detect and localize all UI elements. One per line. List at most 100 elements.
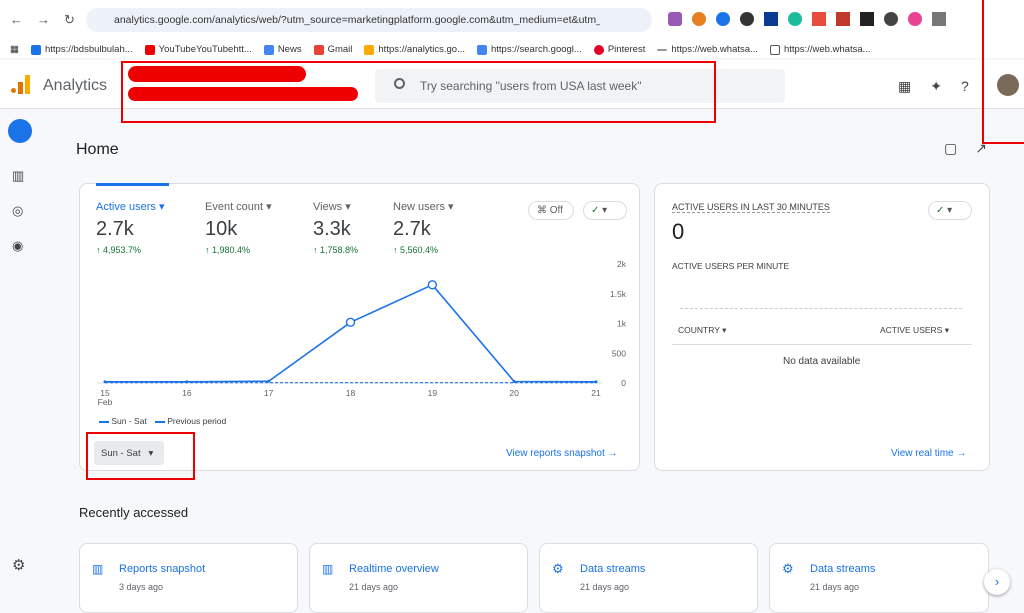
nav-buttons[interactable]: ←→↻	[10, 12, 89, 27]
change-text: 5,560.4%	[400, 245, 439, 255]
y-tick-label: 1.5k	[610, 289, 627, 299]
bookmark[interactable]: https://web.whatsa...	[769, 41, 871, 58]
annotation-box	[982, 0, 1024, 144]
legend-item: Sun - Sat	[99, 416, 147, 426]
bookmark[interactable]: https://search.googl...	[477, 41, 582, 58]
search-box[interactable]	[375, 69, 785, 103]
item-name: Data streams	[580, 563, 646, 575]
metric-tab[interactable]: Event count ▾ 10k ↑ 1,980.4%	[205, 200, 272, 255]
overview-card	[79, 183, 640, 471]
metric-label: Event count ▾	[205, 201, 272, 213]
bookmark-label: https://web.whatsa...	[783, 44, 871, 55]
item-time: 21 days ago	[810, 582, 860, 592]
search-placeholder[interactable]: Try searching "users from USA last week"	[420, 79, 642, 93]
x-tick-label: 21	[591, 388, 601, 398]
section-title: Recently accessed	[79, 505, 189, 520]
page-actions[interactable]: ▢↗	[944, 140, 1005, 156]
bookmark[interactable]: https://analytics.go...	[364, 41, 465, 58]
data-point	[512, 380, 516, 384]
status-dropdown[interactable]: ✓ ▾	[583, 201, 627, 220]
column-header[interactable]: COUNTRY ▾	[678, 325, 727, 335]
legend: Sun - Sat Previous period	[99, 416, 226, 426]
metric-label: Views ▾	[313, 201, 351, 213]
apps[interactable]: ▦	[10, 44, 19, 55]
metric-tab[interactable]: Active users ▾ 2.7k ↑ 4,953.7%	[96, 200, 165, 255]
realtime-value: 0	[672, 219, 685, 244]
realtime-title: ACTIVE USERS IN LAST 30 MINUTES	[672, 202, 830, 213]
data-point	[267, 379, 271, 383]
bookmark-label: https://analytics.go...	[378, 44, 465, 55]
y-tick-label: 500	[612, 348, 626, 358]
metric-tab[interactable]: New users ▾ 2.7k ↑ 5,560.4%	[393, 200, 454, 255]
tab-indicator	[96, 183, 169, 186]
avatar[interactable]	[997, 74, 1019, 96]
data-point	[345, 317, 356, 328]
realtime-link[interactable]: View real time →	[891, 448, 967, 459]
redaction	[128, 87, 358, 101]
nav-icons[interactable]: ▥ ◎ ◉	[12, 168, 25, 253]
bookmark-label: News	[277, 44, 302, 55]
bookmark-label: https://search.googl...	[491, 44, 582, 55]
bookmark-label: Pinterest	[607, 44, 646, 55]
metric-label-text: Views	[313, 201, 343, 213]
metric-label-text: Event count	[205, 201, 264, 213]
date-range-button[interactable]: Sun - Sat ▾	[94, 441, 164, 465]
header-icons[interactable]: ▦✦?	[898, 78, 988, 94]
logo	[11, 75, 31, 95]
recent-card[interactable]: ⚙ Data streams 21 days ago	[769, 543, 989, 613]
metric-tab[interactable]: Views ▾ 3.3k ↑ 1,758.8%	[313, 200, 358, 255]
y-tick-label: 1k	[617, 319, 627, 329]
annotation-box	[86, 432, 195, 480]
realtime-card	[654, 183, 990, 471]
change-text: 4,953.7%	[103, 245, 142, 255]
metric-change: ↑ 5,560.4%	[393, 245, 439, 255]
metric-value: 2.7k	[393, 218, 431, 240]
legend-item: Previous period	[154, 416, 226, 426]
y-tick-label: 2k	[617, 259, 627, 269]
metric-label: Active users ▾	[96, 201, 165, 213]
snapshot-link[interactable]: View reports snapshot →	[506, 448, 618, 459]
divider	[672, 344, 972, 345]
icon: ▥	[92, 562, 104, 576]
nav-home[interactable]	[8, 119, 32, 143]
metric-label-text: New users	[393, 201, 445, 213]
data-point	[103, 380, 107, 384]
recent-card[interactable]: ⚙ Data streams 21 days ago	[539, 543, 758, 613]
bookmark[interactable]: https://web.whatsa...	[657, 41, 758, 58]
address-bar[interactable]	[86, 8, 652, 32]
bookmark[interactable]: YouTubeYouTubehtt...	[144, 41, 252, 58]
page-title: Home	[76, 141, 119, 158]
recent-card[interactable]: ▥ Reports snapshot 3 days ago	[79, 543, 298, 613]
bookmark[interactable]: https://bdsbulbulah...	[30, 41, 133, 58]
date-range-text: Sun - Sat	[101, 448, 141, 459]
bookmark[interactable]: News	[263, 41, 302, 58]
settings[interactable]: ⚙	[12, 557, 26, 574]
toggle-text: Off	[549, 205, 563, 216]
icon: ▥	[322, 562, 334, 576]
x-tick-label: 16	[182, 388, 192, 398]
x-tick-label: 17	[264, 388, 274, 398]
x-period-label: Feb	[98, 397, 113, 407]
realtime-status[interactable]: ✓ ▾	[928, 201, 972, 220]
annotation-box	[121, 61, 716, 123]
item-time: 21 days ago	[349, 582, 399, 592]
x-tick-label: 19	[428, 388, 438, 398]
metric-value: 10k	[205, 218, 238, 240]
comparison-toggle[interactable]: ⌘ Off	[528, 201, 574, 220]
column-header[interactable]: ACTIVE USERS ▾	[880, 325, 949, 335]
recent-card[interactable]: ▥ Realtime overview 21 days ago	[309, 543, 528, 613]
scroll-next[interactable]: ›	[984, 569, 1010, 595]
item-time: 3 days ago	[119, 582, 164, 592]
extension-icons	[668, 12, 946, 26]
bookmark[interactable]: Pinterest	[593, 41, 646, 58]
url[interactable]: analytics.google.com/analytics/web/?utm_…	[114, 14, 600, 26]
data-point	[185, 380, 189, 384]
metric-value: 2.7k	[96, 218, 134, 240]
series-line	[105, 283, 597, 383]
link-text: View real time	[891, 448, 954, 459]
bookmark[interactable]: Gmail	[313, 41, 352, 58]
redaction	[128, 66, 306, 82]
app-name: Analytics	[43, 77, 108, 94]
x-tick-label: 15	[100, 388, 110, 398]
